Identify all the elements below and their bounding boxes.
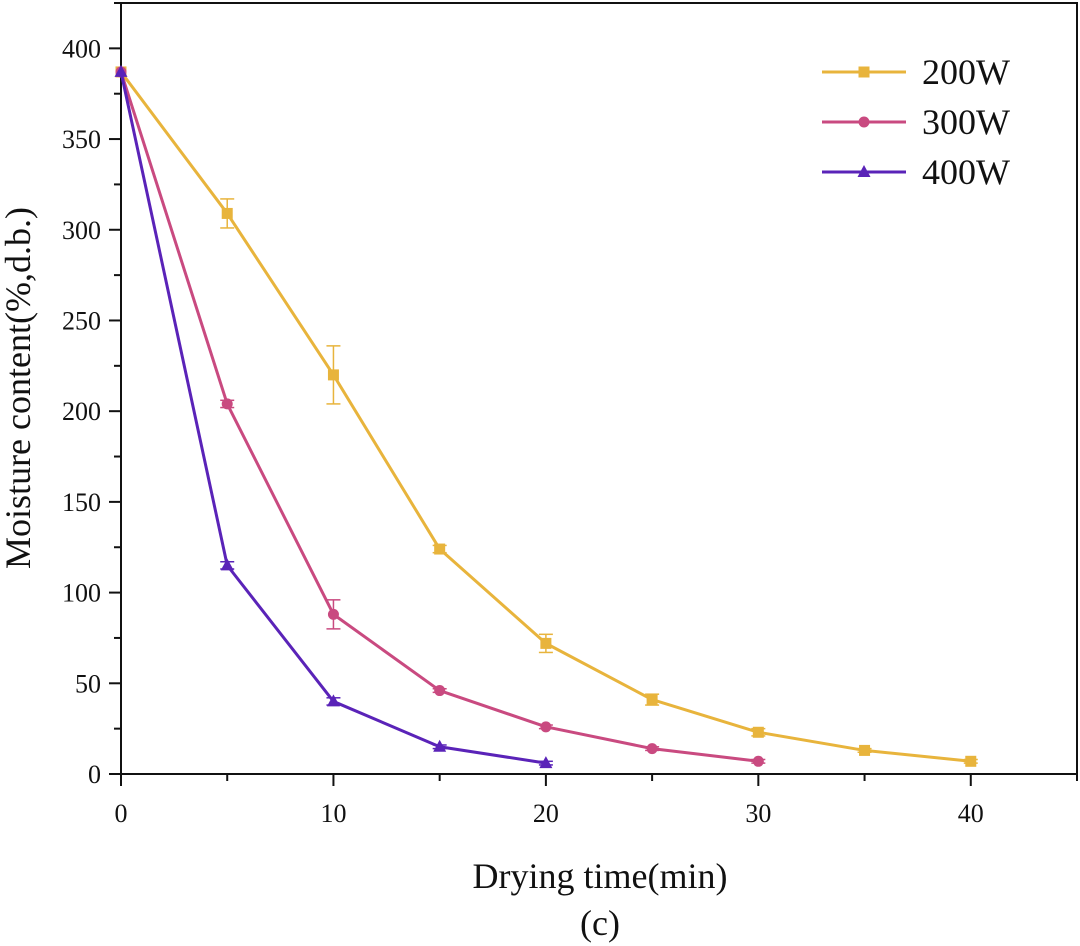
data-point-200w <box>540 637 552 649</box>
data-point-300w <box>646 743 658 755</box>
y-tick-label: 350 <box>62 125 101 154</box>
data-point-300w <box>434 685 446 697</box>
x-tick-label: 20 <box>533 799 559 828</box>
y-tick-label: 250 <box>62 306 101 335</box>
legend-label-300w: 300W <box>922 102 1010 142</box>
figure-caption: (c) <box>580 903 620 943</box>
legend-label-400w: 400W <box>922 152 1010 192</box>
data-point-200w <box>327 369 339 381</box>
data-point-400w <box>433 739 447 752</box>
data-point-400w <box>326 694 340 707</box>
x-tick-label: 10 <box>320 799 346 828</box>
y-tick-label: 50 <box>75 669 101 698</box>
data-point-200w <box>859 744 871 756</box>
y-axis-title: Moisture content(%,d.b.) <box>0 207 38 569</box>
legend-marker-400w <box>857 165 871 177</box>
data-point-400w <box>539 756 553 769</box>
data-point-400w <box>220 558 234 571</box>
series-line-200w <box>119 71 971 763</box>
data-point-200w <box>221 207 233 219</box>
data-point-200w <box>646 694 658 706</box>
plot-frame <box>120 2 1078 775</box>
data-point-400w <box>114 64 128 77</box>
y-tick-label: 100 <box>62 579 101 608</box>
series-300w <box>115 66 766 767</box>
data-point-300w <box>327 608 339 620</box>
y-tick-label: 400 <box>62 34 101 63</box>
data-point-200w <box>434 543 446 555</box>
series-line-300w <box>119 71 759 763</box>
y-tick-label: 0 <box>88 760 101 789</box>
y-tick-label: 150 <box>62 488 101 517</box>
legend-marker-200w <box>858 66 870 78</box>
series-400w <box>114 64 553 769</box>
series-line-400w <box>119 71 547 765</box>
data-point-200w <box>965 755 977 767</box>
y-tick-label: 300 <box>62 216 101 245</box>
legend-marker-300w <box>858 116 870 128</box>
x-tick-label: 0 <box>115 799 128 828</box>
x-tick-label: 30 <box>745 799 771 828</box>
x-tick-label: 40 <box>958 799 984 828</box>
data-point-300w <box>540 721 552 733</box>
data-point-200w <box>752 726 764 738</box>
legend-label-200w: 200W <box>922 52 1010 92</box>
x-axis-title: Drying time(min) <box>473 856 728 896</box>
data-point-300w <box>752 755 764 767</box>
data-point-300w <box>221 398 233 410</box>
y-tick-label: 200 <box>62 397 101 426</box>
